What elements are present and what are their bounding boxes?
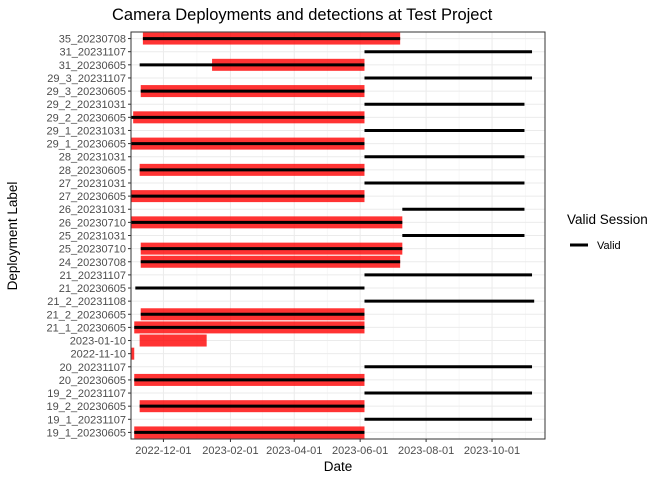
y-tick-label: 31_20230605 <box>59 60 126 72</box>
session-segments <box>131 37 535 434</box>
detection-bar <box>131 347 135 360</box>
x-tick-label: 2023-10-01 <box>464 445 520 457</box>
y-tick-label: 25_20230710 <box>59 244 126 256</box>
y-tick-label: 29_1_20231031 <box>46 125 126 137</box>
y-tick-label: 29_2_20230605 <box>46 112 126 124</box>
y-tick-label: 2023-01-10 <box>70 336 126 348</box>
y-tick-label: 26_20231031 <box>59 204 126 216</box>
y-tick-label: 20_20231107 <box>60 362 126 374</box>
y-tick-label: 31_20231107 <box>60 47 126 59</box>
x-tick-label: 2023-08-01 <box>398 445 454 457</box>
x-tick-label: 2023-04-01 <box>266 445 322 457</box>
y-tick-label: 19_2_20231107 <box>47 388 126 400</box>
detection-bar <box>139 334 207 347</box>
y-tick-label: 25_20231031 <box>59 231 126 243</box>
x-axis-title: Date <box>324 459 353 474</box>
y-tick-label: 28_20231031 <box>59 152 126 164</box>
y-tick-label: 29_3_20230605 <box>46 86 126 98</box>
y-tick-label: 27_20230605 <box>59 191 126 203</box>
y-tick-label: 35_20230708 <box>59 34 126 46</box>
x-tick-label: 2023-02-01 <box>202 445 258 457</box>
legend: Valid Session Valid <box>567 212 648 252</box>
x-tick-label: 2023-06-01 <box>332 445 388 457</box>
y-tick-label: 21_2_20230605 <box>46 309 126 321</box>
y-tick-label: 21_2_20231108 <box>47 296 126 308</box>
x-axis-ticks: 2022-12-01 2023-02-01 2023-04-01 2023-06-01… <box>135 439 520 457</box>
y-tick-label: 19_1_20230605 <box>46 427 126 439</box>
y-tick-label: 28_20230605 <box>59 165 126 177</box>
legend-label-valid: Valid <box>597 240 621 252</box>
y-tick-label: 21_1_20230605 <box>46 322 126 334</box>
y-tick-label: 21_20231107 <box>60 270 126 282</box>
y-axis-title: Deployment Label <box>5 182 20 291</box>
legend-title: Valid Session <box>567 212 648 227</box>
y-tick-label: 29_3_20231107 <box>47 73 126 85</box>
y-tick-label: 2022-11-10 <box>71 349 126 361</box>
y-axis-ticks: 19_1_2023060519_1_2023110719_2_202306051… <box>46 34 131 439</box>
x-tick-label: 2022-12-01 <box>135 445 191 457</box>
y-tick-label: 21_20230605 <box>59 283 126 295</box>
y-tick-label: 26_20230710 <box>59 217 126 229</box>
y-tick-label: 29_2_20231031 <box>46 99 126 111</box>
y-tick-label: 19_2_20230605 <box>46 401 126 413</box>
chart-title: Camera Deployments and detections at Tes… <box>112 6 493 24</box>
y-tick-label: 29_1_20230605 <box>46 139 126 151</box>
y-tick-label: 24_20230708 <box>59 257 126 269</box>
y-tick-label: 19_1_20231107 <box>47 414 126 426</box>
y-tick-label: 20_20230605 <box>59 375 126 387</box>
y-tick-label: 27_20231031 <box>59 178 126 190</box>
